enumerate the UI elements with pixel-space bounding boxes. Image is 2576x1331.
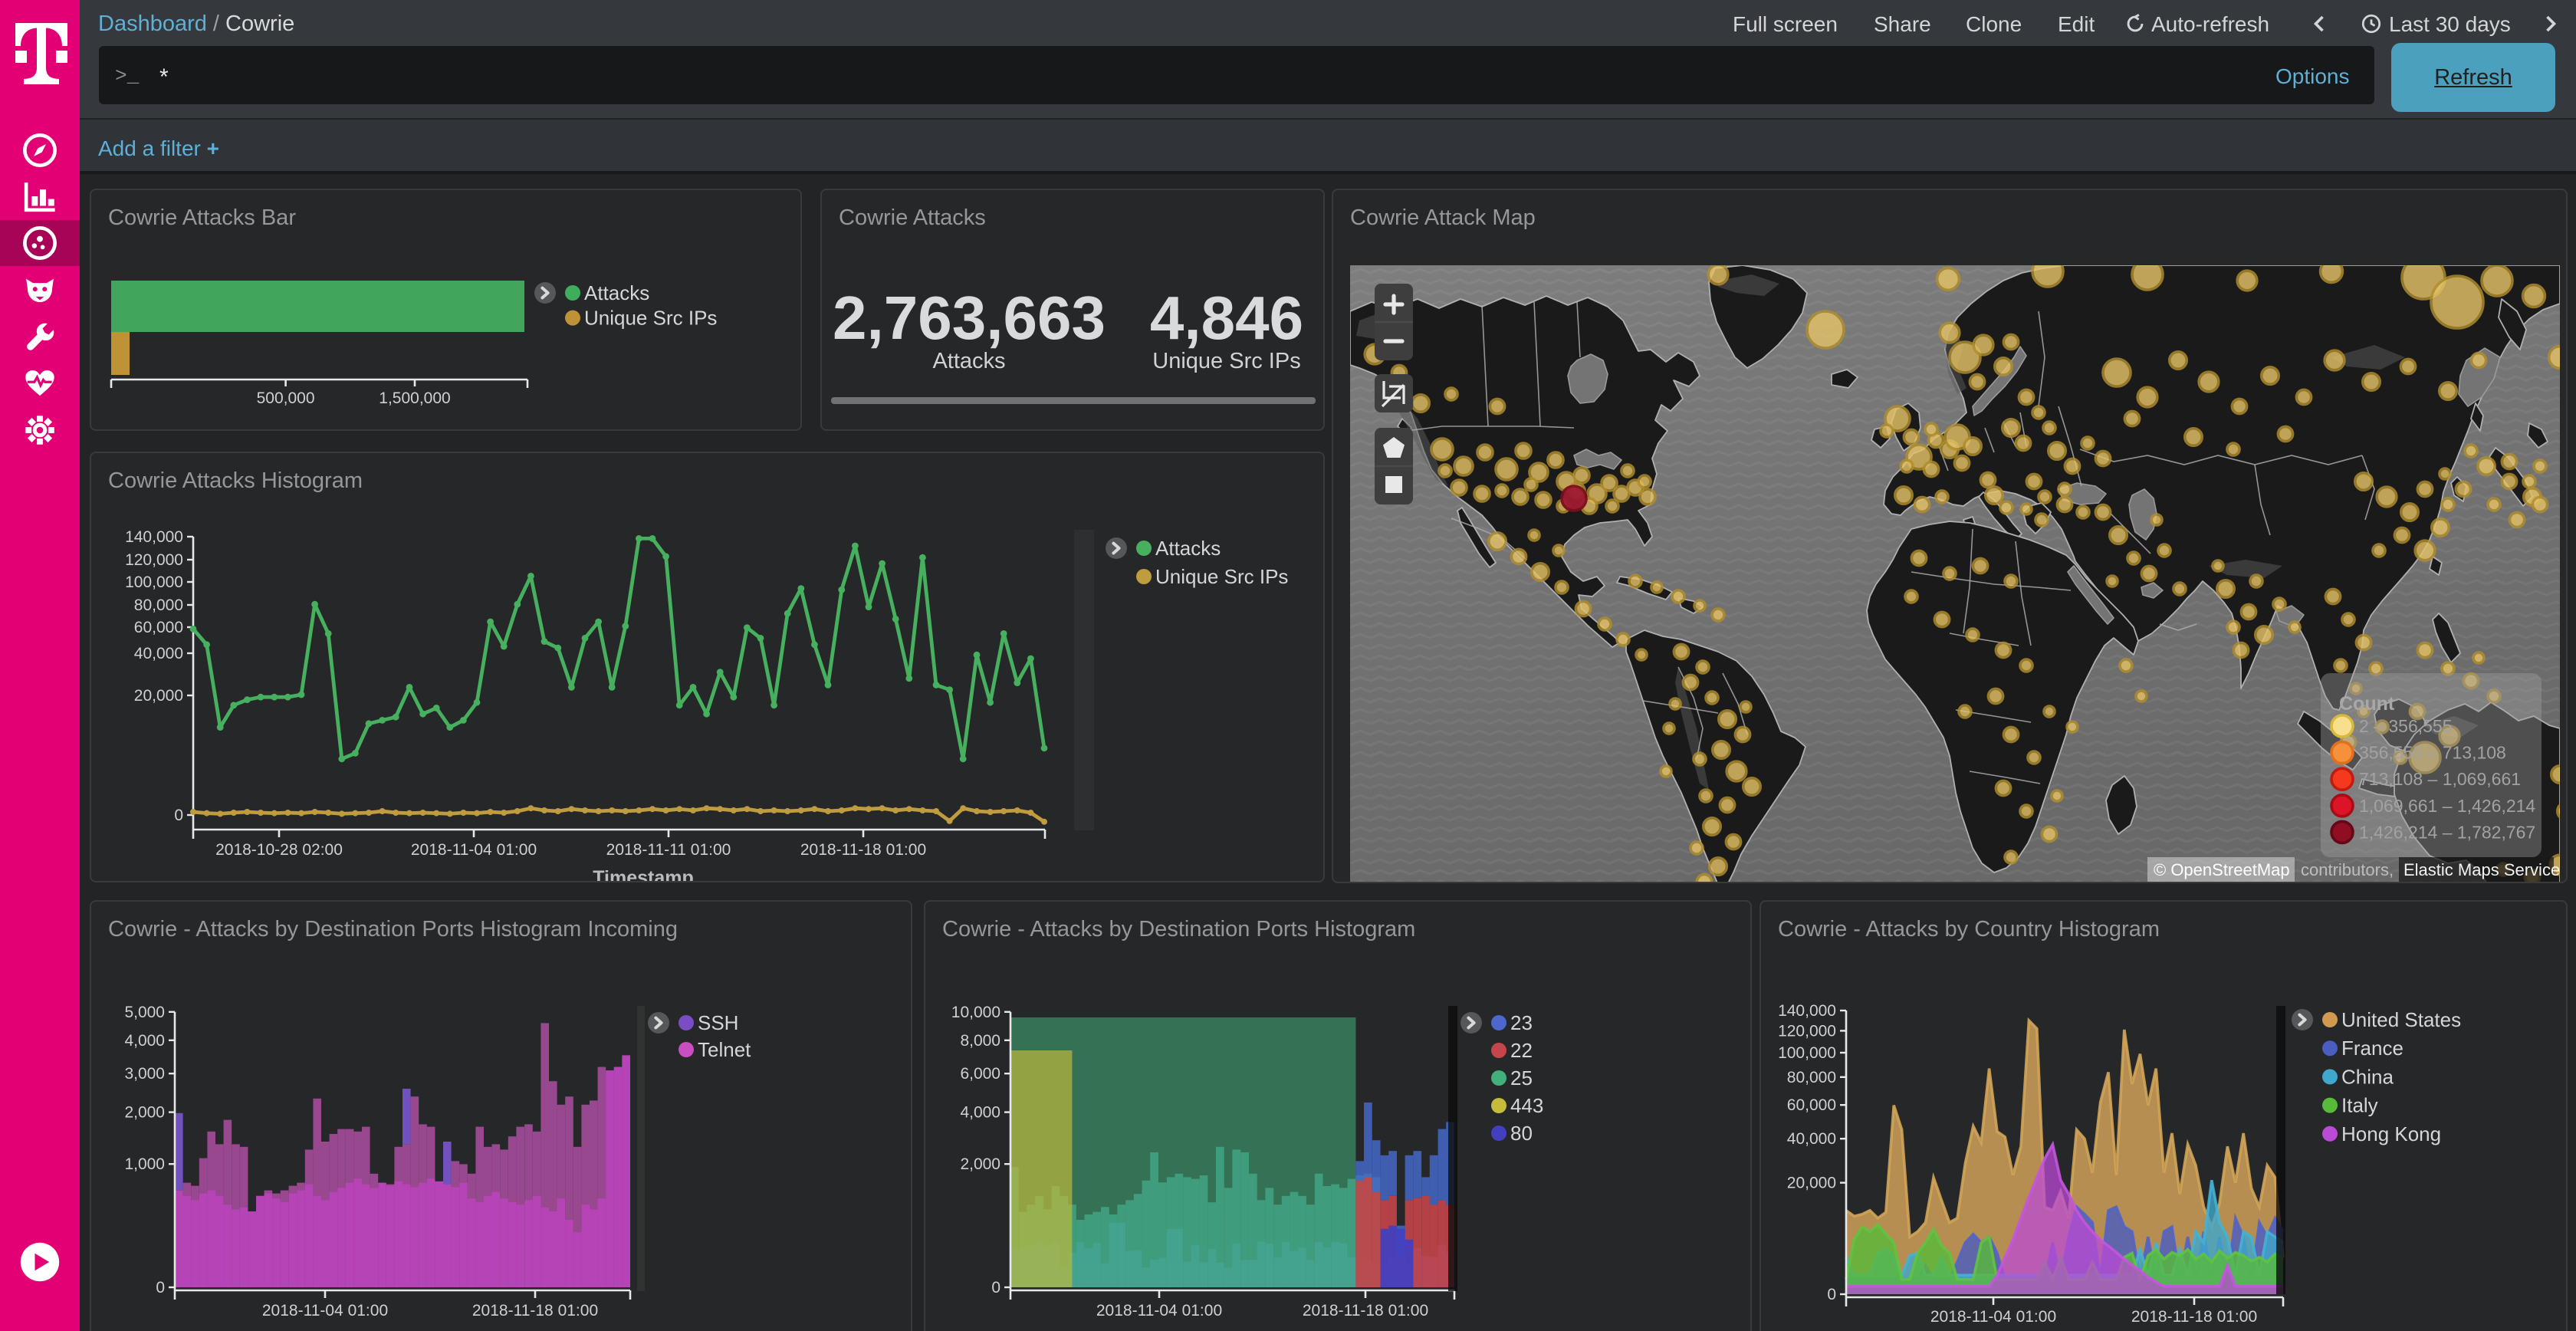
svg-text:23: 23 [1510,1011,1533,1034]
svg-text:2018-11-18 01:00: 2018-11-18 01:00 [1303,1302,1428,1319]
svg-text:Italy: Italy [2341,1094,2378,1117]
svg-text:2,000: 2,000 [124,1104,165,1122]
svg-text:Attacks: Attacks [584,281,649,304]
svg-text:356,555 – 713,108: 356,555 – 713,108 [2359,743,2506,763]
svg-text:0: 0 [156,1279,165,1296]
svg-text:80,000: 80,000 [134,596,183,614]
svg-text:Timestamp: Timestamp [352,1329,453,1331]
svg-text:2,763,663: 2,763,663 [833,284,1106,352]
svg-text:22: 22 [1510,1039,1533,1062]
svg-text:Unique Src IPs: Unique Src IPs [584,307,717,330]
svg-text:Hong Kong: Hong Kong [2341,1122,2441,1145]
svg-text:Attacks: Attacks [932,349,1005,373]
svg-text:20,000: 20,000 [134,687,183,705]
svg-text:Timestamp: Timestamp [1181,1329,1283,1331]
svg-text:443: 443 [1510,1094,1543,1117]
svg-text:713,108 – 1,069,661: 713,108 – 1,069,661 [2359,769,2521,789]
svg-text:500,000: 500,000 [257,389,315,407]
svg-text:100,000: 100,000 [125,573,183,591]
svg-text:Attacks: Attacks [1155,537,1221,560]
svg-text:4,000: 4,000 [960,1104,1001,1122]
svg-text:2 – 356,555: 2 – 356,555 [2359,716,2453,736]
svg-text:2018-11-18 01:00: 2018-11-18 01:00 [2131,1308,2257,1326]
svg-text:2018-11-04 01:00: 2018-11-04 01:00 [262,1302,388,1319]
svg-text:Elastic Maps Service: Elastic Maps Service [2404,860,2560,879]
svg-text:© OpenStreetMap: © OpenStreetMap [2154,860,2290,879]
svg-text:20,000: 20,000 [1787,1175,1836,1192]
svg-text:40,000: 40,000 [134,645,183,662]
svg-text:2018-11-04 01:00: 2018-11-04 01:00 [1096,1302,1222,1319]
svg-text:Unique Src IPs: Unique Src IPs [1152,349,1300,373]
svg-text:40,000: 40,000 [1787,1130,1836,1148]
svg-text:2,000: 2,000 [960,1155,1001,1173]
svg-text:120,000: 120,000 [1778,1022,1836,1040]
svg-text:1,000: 1,000 [124,1155,165,1173]
svg-text:0: 0 [991,1279,1001,1296]
svg-text:SSH: SSH [698,1011,738,1034]
svg-text:4,846: 4,846 [1150,284,1303,352]
svg-text:1,426,214 – 1,782,767: 1,426,214 – 1,782,767 [2359,822,2535,842]
svg-text:Unique Src IPs: Unique Src IPs [1155,565,1288,588]
svg-text:3,000: 3,000 [124,1065,165,1083]
svg-text:60,000: 60,000 [1787,1096,1836,1114]
svg-text:2018-11-18 01:00: 2018-11-18 01:00 [800,841,926,859]
svg-text:100,000: 100,000 [1778,1044,1836,1062]
svg-text:0: 0 [1827,1286,1836,1303]
svg-text:25: 25 [1510,1066,1533,1089]
svg-text:2018-11-04 01:00: 2018-11-04 01:00 [411,841,537,859]
svg-text:6,000: 6,000 [960,1065,1001,1083]
svg-text:4,000: 4,000 [124,1032,165,1050]
svg-text:120,000: 120,000 [125,551,183,569]
svg-text:140,000: 140,000 [1778,1002,1836,1020]
svg-text:Telnet: Telnet [698,1038,751,1061]
svg-text:5,000: 5,000 [124,1004,165,1021]
svg-text:10,000: 10,000 [951,1004,1001,1021]
svg-text:8,000: 8,000 [960,1032,1001,1050]
svg-text:80,000: 80,000 [1787,1069,1836,1086]
svg-text:0: 0 [174,807,183,824]
svg-text:France: France [2341,1037,2404,1060]
svg-text:1,500,000: 1,500,000 [379,389,450,407]
svg-text:2018-11-04 01:00: 2018-11-04 01:00 [1930,1308,2056,1326]
svg-text:2018-10-28 02:00: 2018-10-28 02:00 [215,841,343,859]
svg-text:60,000: 60,000 [134,619,183,636]
svg-text:contributors,: contributors, [2301,860,2394,879]
svg-text:Count: Count [2339,693,2395,715]
svg-text:China: China [2341,1065,2394,1088]
svg-text:Timestamp: Timestamp [593,867,694,882]
svg-text:2018-11-11 01:00: 2018-11-11 01:00 [606,841,731,859]
svg-text:140,000: 140,000 [125,528,183,546]
svg-text:80: 80 [1510,1122,1533,1145]
svg-text:United States: United States [2341,1008,2461,1031]
svg-text:1,069,661 – 1,426,214: 1,069,661 – 1,426,214 [2359,796,2535,816]
svg-text:2018-11-18 01:00: 2018-11-18 01:00 [472,1302,598,1319]
